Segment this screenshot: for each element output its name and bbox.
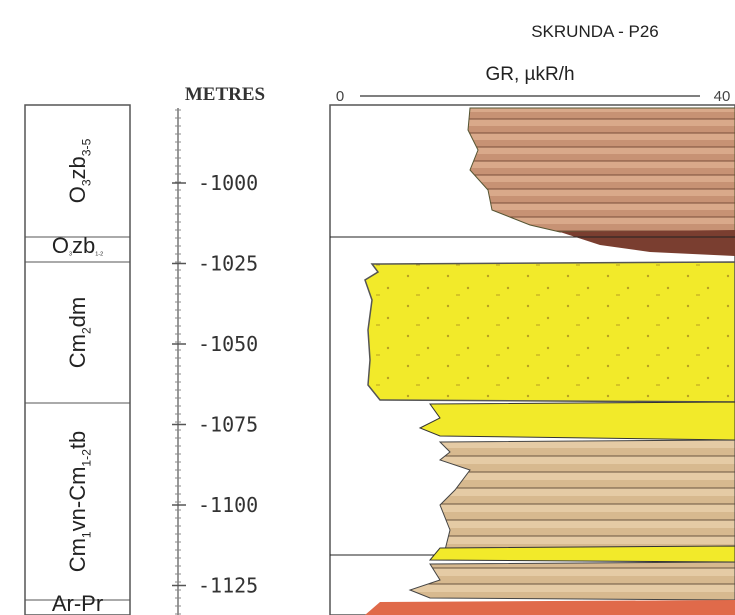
subscript: 1-2: [95, 251, 103, 257]
lithology-log: [329, 104, 735, 615]
log-title: SKRUNDA - P26: [531, 22, 659, 41]
formation-label: O3zb1-2: [52, 233, 103, 258]
label-part: O: [52, 233, 69, 258]
label-part: Cm: [65, 334, 90, 368]
depth-tick-label: -1050: [198, 332, 258, 356]
label-part: tb: [65, 431, 90, 449]
sandstone-thin: [418, 401, 735, 441]
gr-min: 0: [336, 88, 344, 105]
depth-tick-label: -1000: [198, 171, 258, 195]
formation-label: Cm2dm: [65, 297, 94, 369]
gr-max: 40: [714, 88, 731, 105]
basement-layer: [365, 600, 735, 615]
subscript: 1: [80, 531, 94, 538]
depth-tick-label: -1125: [198, 574, 258, 598]
depth-minor-ticks: [175, 109, 181, 615]
siltstone-layer: [408, 561, 735, 601]
depth-tick-label: -1100: [198, 493, 258, 517]
gr-axis-label: GR, µkR/h: [485, 64, 574, 85]
sandstone-layer: [364, 261, 735, 403]
label-part: zb: [72, 233, 95, 258]
subscript: 2: [80, 327, 94, 334]
label-part: O: [65, 186, 90, 203]
label-part: Cm: [65, 538, 90, 572]
label-part: dm: [65, 297, 90, 328]
depth-ticks: -1000 -1025 -1050 -1075 -1100 -1125: [172, 171, 258, 598]
formation-label: Cm1vn-Cm1-2tb: [65, 431, 94, 573]
sandstone-thin: [428, 545, 735, 563]
siltstone-layer: [438, 439, 735, 553]
formation-frame: [24, 104, 131, 615]
subscript: 3-5: [80, 138, 94, 156]
formation-label: O3zb3-5: [65, 138, 94, 203]
subscript: 3: [80, 179, 94, 186]
label-part: Ar-Pr: [52, 591, 103, 615]
shale-layer: [467, 107, 735, 233]
label-part: zb: [65, 156, 90, 179]
formation-label: Ar-Pr: [52, 591, 103, 615]
depth-tick-label: -1075: [198, 413, 258, 437]
subscript: 3: [69, 251, 72, 257]
depth-tick-label: -1025: [198, 252, 258, 276]
depth-axis-label: METRES: [185, 84, 265, 105]
label-part: vn-Cm: [65, 467, 90, 532]
subscript: 1-2: [80, 449, 94, 467]
formation-column: [24, 104, 131, 615]
